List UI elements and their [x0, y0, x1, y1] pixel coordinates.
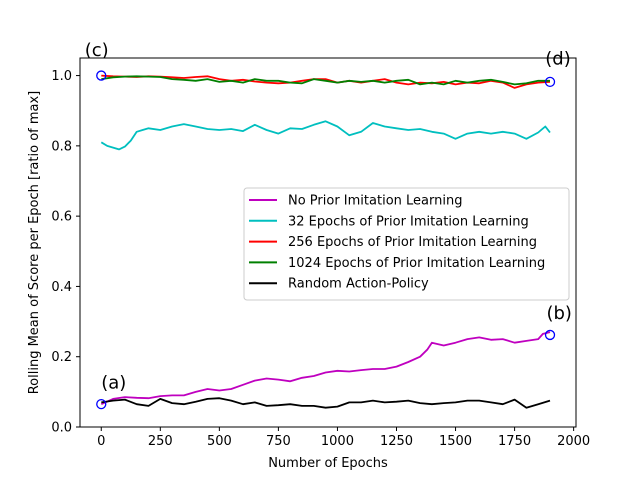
y-tick-label-3: 0.6 — [51, 210, 72, 225]
x-tick-label-0: 0 — [97, 434, 105, 449]
annotation-marker-2 — [96, 70, 107, 81]
plot-area — [100, 74, 551, 409]
annotations: (a) (b) (c) (d) — [85, 40, 572, 410]
annotation-marker-3 — [544, 76, 556, 88]
y-tick-label-4: 0.8 — [51, 139, 72, 154]
y-tick-label-1: 0.2 — [51, 350, 72, 365]
series-line-0 — [100, 331, 551, 406]
y-tick-label-0: 0.0 — [51, 421, 72, 436]
annotation-label-0: (a) — [101, 372, 126, 393]
legend: No Prior Imitation Learning 32 Epochs of … — [243, 187, 570, 301]
series-line-3 — [101, 75, 550, 86]
y-tick-label-2: 0.4 — [51, 280, 72, 295]
annotation-marker-1 — [544, 329, 556, 341]
x-tick-label-7: 1750 — [498, 434, 531, 449]
legend-label-3: 1024 Epochs of Prior Imitation Learning — [288, 256, 545, 271]
x-tick-label-3: 750 — [266, 434, 291, 449]
legend-label-1: 32 Epochs of Prior Imitation Learning — [288, 214, 529, 229]
legend-label-4: Random Action-Policy — [288, 277, 429, 292]
x-tick-label-8: 2000 — [557, 434, 590, 449]
x-tick-label-1: 250 — [148, 434, 173, 449]
y-axis-label: Rolling Mean of Score per Epoch [ratio o… — [27, 91, 42, 395]
annotation-label-3: (d) — [545, 48, 570, 69]
annotation-marker-0 — [96, 399, 107, 410]
axes: 0 250 500 750 1000 1250 1500 1750 2000 0.0 0.2 0.4 0… — [27, 57, 590, 471]
series-line-4 — [101, 397, 551, 409]
legend-box — [243, 187, 570, 301]
x-axis-label: Number of Epochs — [268, 456, 388, 471]
series-line-2 — [101, 74, 551, 89]
legend-label-2: 256 Epochs of Prior Imitation Learning — [288, 235, 537, 250]
y-tick-label-5: 1.0 — [51, 69, 72, 84]
legend-label-0: No Prior Imitation Learning — [288, 194, 462, 209]
series-line-1 — [100, 120, 551, 151]
x-tick-label-4: 1000 — [321, 434, 354, 449]
x-tick-label-6: 1500 — [439, 434, 472, 449]
axes-frame — [79, 57, 577, 428]
annotation-label-2: (c) — [85, 40, 109, 61]
x-tick-label-5: 1250 — [380, 434, 413, 449]
x-tick-label-2: 500 — [207, 434, 232, 449]
annotation-label-1: (b) — [546, 303, 571, 324]
